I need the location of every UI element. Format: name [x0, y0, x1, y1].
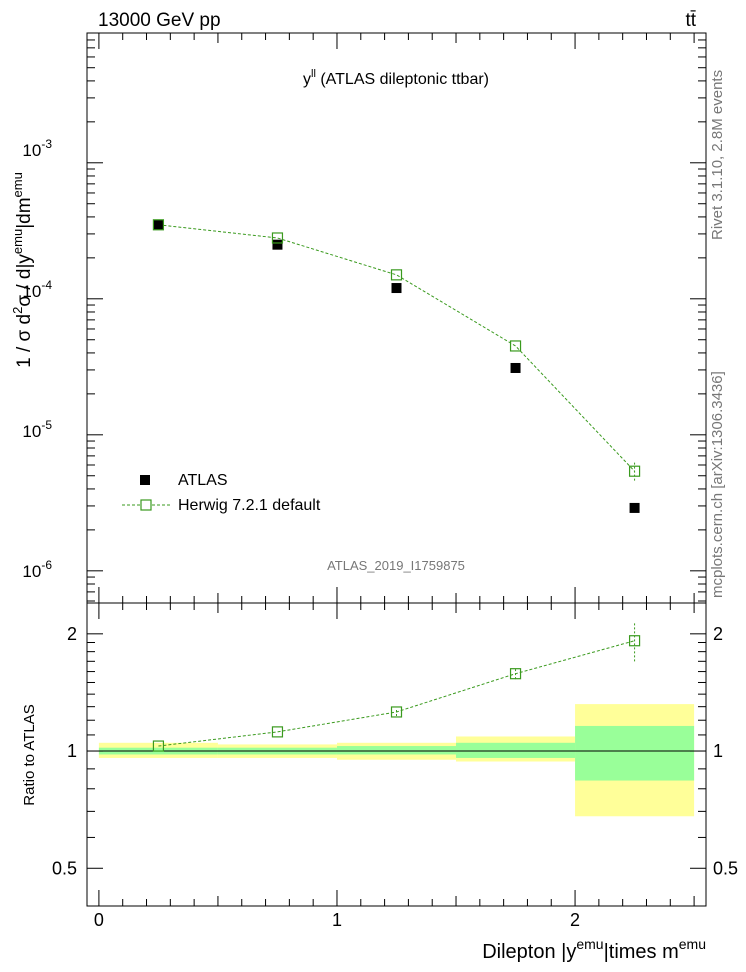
ratio-point [152, 740, 165, 752]
ratio-xtick-label: 1 [332, 910, 342, 930]
ratio-ticks: 0.5 0.5 1 1 2 2 0 1 2 [52, 603, 738, 930]
atlas-point [272, 239, 283, 250]
ratio-point [390, 706, 403, 718]
ratio-xtick-label: 2 [570, 910, 580, 930]
rivet-label: Rivet 3.1.10, 2.8M events [709, 70, 726, 240]
main-ytick-label-1e-6: 10-6 [22, 558, 52, 581]
ratio-ytick-label-right: 0.5 [713, 858, 738, 878]
ratio-ytick-label-left: 2 [67, 624, 77, 644]
x-axis-label: Dilepton |yemu|times memu [482, 936, 706, 963]
atlas-point [510, 362, 521, 373]
ratio-point [509, 668, 522, 680]
ratio-ytick-label-right: 2 [713, 624, 723, 644]
legend-atlas-marker [140, 475, 150, 485]
legend: ATLAS Herwig 7.2.1 default [122, 472, 321, 514]
ratio-bands [98, 704, 695, 817]
main-ticks [87, 33, 706, 603]
herwig-line [158, 224, 635, 472]
legend-atlas-label: ATLAS [178, 472, 228, 489]
legend-herwig-marker [140, 499, 152, 511]
main-y-tick-labels: 10-3 10-4 10-5 10-6 [22, 137, 52, 581]
main-series [152, 219, 641, 513]
main-ytick-label-1e-3: 10-3 [22, 137, 52, 160]
ratio-point [271, 726, 284, 738]
ratio-line [158, 640, 635, 747]
main-y-axis-label: 1 / σ d2σ / d|yemu|dmemu [10, 172, 35, 368]
ratio-stat-band [336, 746, 457, 755]
ratio-point [628, 635, 641, 647]
main-ytick-label-1e-5: 10-5 [22, 418, 52, 441]
herwig-point [509, 340, 522, 352]
ratio-series [152, 622, 641, 752]
ratio-panel: 0.5 0.5 1 1 2 2 0 1 2 Ratio to ATLAS Dilepton |y… [21, 602, 738, 963]
ratio-stat-band [456, 742, 576, 758]
main-frame [86, 32, 707, 604]
header-left: 13000 GeV pp [98, 10, 221, 31]
analysis-watermark: ATLAS_2019_I1759875 [327, 558, 465, 573]
atlas-point [153, 219, 164, 230]
herwig-point [271, 232, 284, 244]
ratio-ytick-label-left: 1 [67, 741, 77, 761]
herwig-point [628, 465, 641, 477]
herwig-point [390, 269, 403, 281]
header-right: tt̄ [685, 10, 696, 31]
legend-herwig-label: Herwig 7.2.1 default [178, 497, 321, 514]
ratio-stat-band [575, 725, 695, 781]
main-ytick-label-1e-4: 10-4 [22, 278, 52, 301]
atlas-point [629, 502, 640, 513]
chart-title: yll (ATLAS dileptonic ttbar) [303, 68, 489, 88]
herwig-point [152, 219, 165, 231]
main-panel: 10-3 10-4 10-5 10-6 1 / σ d2σ / d|yemu|d… [10, 32, 707, 604]
ratio-ytick-label-left: 0.5 [52, 858, 77, 878]
ratio-ytick-label-right: 1 [713, 741, 723, 761]
ratio-frame [86, 602, 707, 907]
ratio-xtick-label: 0 [94, 910, 104, 930]
atlas-point [391, 283, 402, 294]
ratio-y-axis-label: Ratio to ATLAS [21, 704, 38, 805]
mcplots-label: mcplots.cern.ch [arXiv:1306.3436] [709, 371, 726, 598]
